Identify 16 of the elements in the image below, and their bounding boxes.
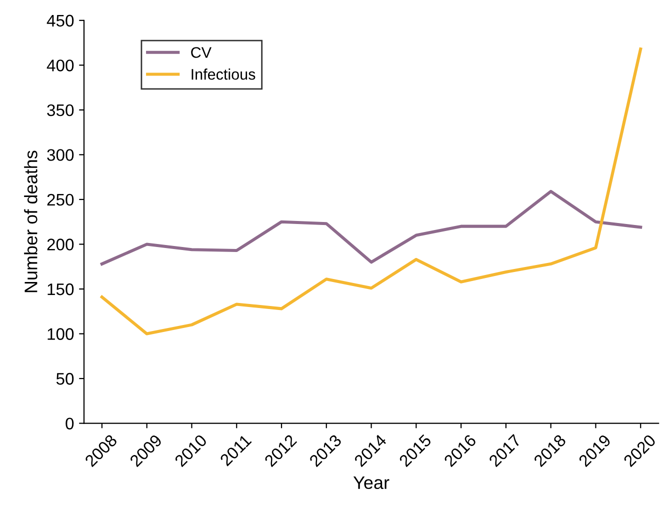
y-tick-label: 150	[48, 283, 74, 296]
y-tick-label: 450	[46, 14, 74, 27]
line-series	[100, 48, 642, 336]
y-tick-label: 400	[46, 60, 74, 72]
y-tick-label: 200	[47, 238, 74, 250]
y-tick-label: 250	[47, 194, 74, 206]
y-tick-label: 300	[47, 149, 74, 161]
y-tick-label: 100	[48, 328, 74, 340]
x-axis-title: Year	[353, 476, 390, 490]
y-tick-label: 350	[47, 104, 74, 116]
y-tick-label: 50	[56, 372, 74, 385]
legend-label: CV	[191, 47, 212, 58]
y-axis-title: Number of deaths	[24, 150, 38, 292]
legend-label: Infectious	[192, 68, 256, 80]
line-series	[100, 190, 642, 266]
y-tick-label: 0	[66, 418, 74, 430]
